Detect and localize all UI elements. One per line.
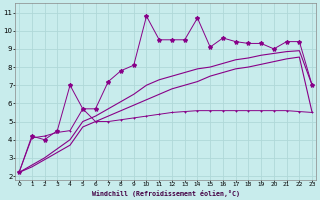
X-axis label: Windchill (Refroidissement éolien,°C): Windchill (Refroidissement éolien,°C) bbox=[92, 190, 240, 197]
